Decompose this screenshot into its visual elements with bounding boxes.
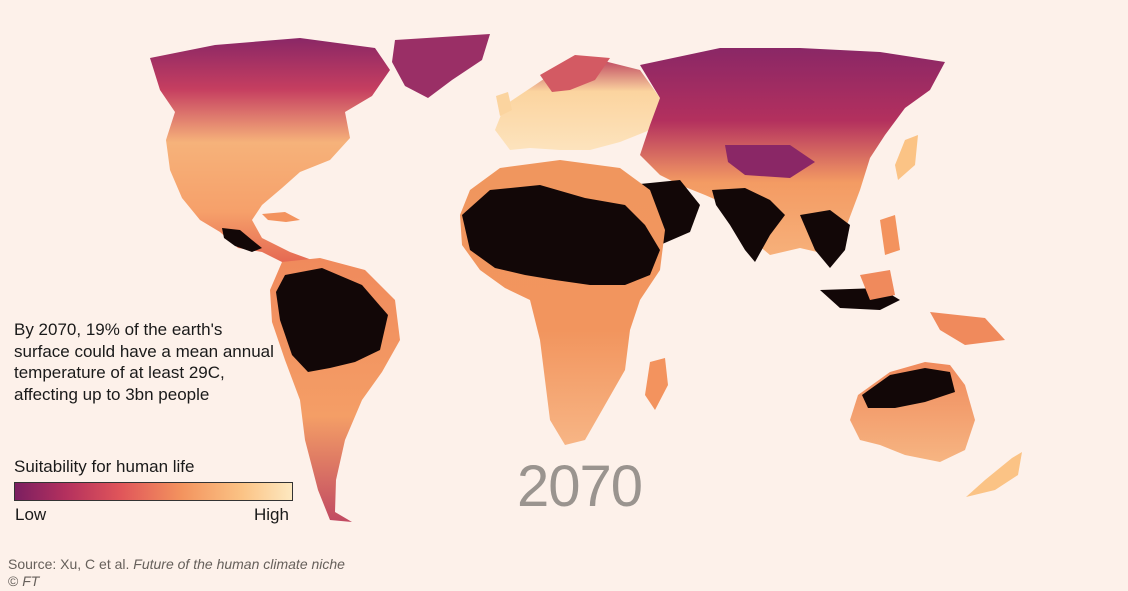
new-guinea-shape	[930, 312, 1005, 345]
legend-high-label: High	[254, 505, 289, 524]
legend-low-label: Low	[15, 505, 47, 524]
copyright-symbol: ©	[8, 573, 19, 589]
copyright-brand: FT	[22, 573, 40, 589]
madagascar-shape	[645, 358, 668, 410]
annotation-text: By 2070, 19% of the earth's surface coul…	[14, 320, 274, 404]
australia-north-uninhabitable-region	[862, 368, 955, 408]
legend-title: Suitability for human life	[14, 457, 195, 476]
uk-shape	[496, 92, 512, 116]
amazon-uninhabitable-region	[276, 268, 388, 372]
scandinavia-shape	[540, 55, 610, 92]
southeast-asia-shape	[800, 210, 850, 268]
philippines-shape	[880, 215, 900, 255]
india-shape	[712, 188, 785, 262]
copyright-line: © FT	[8, 573, 39, 589]
new-zealand-shape	[966, 452, 1022, 497]
legend-color-bar	[14, 482, 293, 501]
greenland-shape	[392, 34, 490, 98]
year-label: 2070	[517, 454, 643, 519]
source-title: Future of the human climate niche	[133, 556, 345, 572]
source-prefix: Source: Xu, C et al.	[8, 556, 130, 572]
tibet-plateau-shape	[725, 145, 815, 178]
europe-shape	[495, 60, 660, 150]
central-america-dark-patch	[222, 228, 262, 252]
north-america-shape	[150, 38, 390, 270]
sahara-sahel-uninhabitable-region	[462, 185, 660, 285]
caribbean-islands-shape	[262, 212, 300, 222]
source-line: Source: Xu, C et al. Future of the human…	[8, 556, 345, 572]
japan-shape	[895, 135, 918, 180]
borneo-shape	[860, 270, 895, 300]
